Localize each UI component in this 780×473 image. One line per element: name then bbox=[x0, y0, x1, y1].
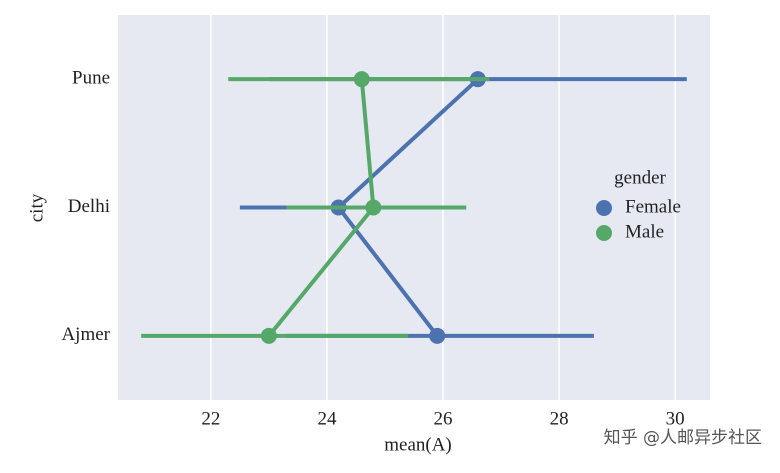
x-tick-label: 26 bbox=[434, 408, 453, 429]
point bbox=[365, 199, 382, 216]
point bbox=[260, 327, 277, 344]
y-tick-label: Ajmer bbox=[61, 324, 110, 345]
watermark: 知乎 @人邮异步社区 bbox=[604, 428, 762, 448]
y-axis-label: city bbox=[26, 193, 47, 222]
y-tick-label: Delhi bbox=[68, 196, 110, 217]
legend-label: Female bbox=[625, 196, 681, 217]
x-tick-label: 24 bbox=[317, 408, 337, 429]
legend-title: gender bbox=[614, 167, 666, 188]
x-axis-label: mean(A) bbox=[384, 434, 452, 455]
x-tick-label: 30 bbox=[666, 408, 685, 429]
legend-label: Male bbox=[625, 221, 664, 242]
y-tick-label: Pune bbox=[72, 68, 110, 89]
legend-marker bbox=[596, 225, 612, 241]
point bbox=[353, 71, 370, 88]
legend-marker bbox=[596, 200, 612, 216]
x-tick-label: 22 bbox=[201, 408, 220, 429]
point bbox=[429, 327, 446, 344]
x-tick-label: 28 bbox=[550, 408, 569, 429]
